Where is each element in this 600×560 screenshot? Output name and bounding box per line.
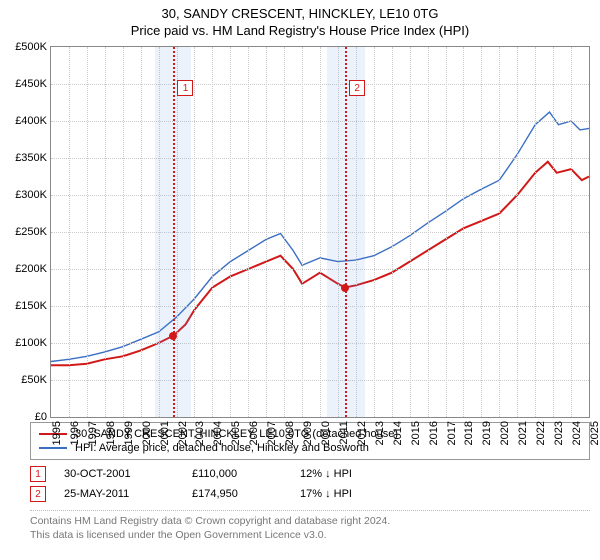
x-tick-label: 1999 <box>123 421 135 445</box>
event-row: 1 30-OCT-2001 £110,000 12% ↓ HPI <box>30 464 590 484</box>
x-tick-label: 2019 <box>481 421 493 445</box>
x-tick-label: 2017 <box>446 421 458 445</box>
x-tick-label: 2008 <box>284 421 296 445</box>
x-tick-label: 2011 <box>338 421 350 445</box>
x-tick-label: 2002 <box>177 421 189 445</box>
x-tick-label: 1996 <box>69 421 81 445</box>
x-tick-label: 2018 <box>463 421 475 445</box>
x-tick-label: 2013 <box>374 421 386 445</box>
data-point-dot <box>341 284 349 292</box>
data-point-dot <box>169 332 177 340</box>
x-tick-label: 2006 <box>248 421 260 445</box>
y-tick-label: £150K <box>15 300 47 312</box>
x-tick-label: 1997 <box>87 421 99 445</box>
x-tick-label: 2023 <box>553 421 565 445</box>
y-tick-label: £100K <box>15 337 47 349</box>
event-marker-box: 2 <box>349 80 365 96</box>
footer-attribution: Contains HM Land Registry data © Crown c… <box>30 510 590 542</box>
y-tick-label: £350K <box>15 152 47 164</box>
event-diff: 17% ↓ HPI <box>300 488 352 500</box>
y-tick-label: £300K <box>15 189 47 201</box>
event-date: 30-OCT-2001 <box>64 468 174 480</box>
y-tick-label: £0 <box>35 411 47 423</box>
x-tick-label: 2005 <box>230 421 242 445</box>
y-tick-label: £200K <box>15 263 47 275</box>
x-tick-label: 2000 <box>141 421 153 445</box>
y-tick-label: £250K <box>15 226 47 238</box>
x-tick-label: 2010 <box>320 421 332 445</box>
event-marker: 1 <box>30 466 46 482</box>
y-tick-label: £50K <box>21 374 47 386</box>
x-tick-label: 2020 <box>499 421 511 445</box>
x-tick-label: 2014 <box>392 421 404 445</box>
x-tick-label: 2007 <box>266 421 278 445</box>
footer-line: Contains HM Land Registry data © Crown c… <box>30 515 590 529</box>
legend-swatch <box>39 447 67 449</box>
event-table: 1 30-OCT-2001 £110,000 12% ↓ HPI 2 25-MA… <box>30 464 590 504</box>
x-tick-label: 2009 <box>302 421 314 445</box>
page-subtitle: Price paid vs. HM Land Registry's House … <box>0 23 600 38</box>
footer-line: This data is licensed under the Open Gov… <box>30 529 590 543</box>
x-tick-label: 2015 <box>410 421 422 445</box>
x-tick-label: 2025 <box>589 421 600 445</box>
y-tick-label: £500K <box>15 41 47 53</box>
x-tick-label: 1998 <box>105 421 117 445</box>
x-tick-label: 1995 <box>51 421 63 445</box>
x-tick-label: 2004 <box>212 421 224 445</box>
x-tick-label: 2024 <box>571 421 583 445</box>
x-tick-label: 2016 <box>428 421 440 445</box>
event-price: £174,950 <box>192 488 282 500</box>
event-row: 2 25-MAY-2011 £174,950 17% ↓ HPI <box>30 484 590 504</box>
y-tick-label: £400K <box>15 115 47 127</box>
x-tick-label: 2012 <box>356 421 368 445</box>
event-price: £110,000 <box>192 468 282 480</box>
x-tick-label: 2022 <box>535 421 547 445</box>
event-date: 25-MAY-2011 <box>64 488 174 500</box>
price-chart: £0£50K£100K£150K£200K£250K£300K£350K£400… <box>50 46 590 418</box>
page-title: 30, SANDY CRESCENT, HINCKLEY, LE10 0TG <box>0 6 600 21</box>
event-marker-box: 1 <box>177 80 193 96</box>
x-tick-label: 2001 <box>159 421 171 445</box>
x-tick-label: 2021 <box>517 421 529 445</box>
x-tick-label: 2003 <box>194 421 206 445</box>
y-tick-label: £450K <box>15 78 47 90</box>
event-marker: 2 <box>30 486 46 502</box>
event-diff: 12% ↓ HPI <box>300 468 352 480</box>
